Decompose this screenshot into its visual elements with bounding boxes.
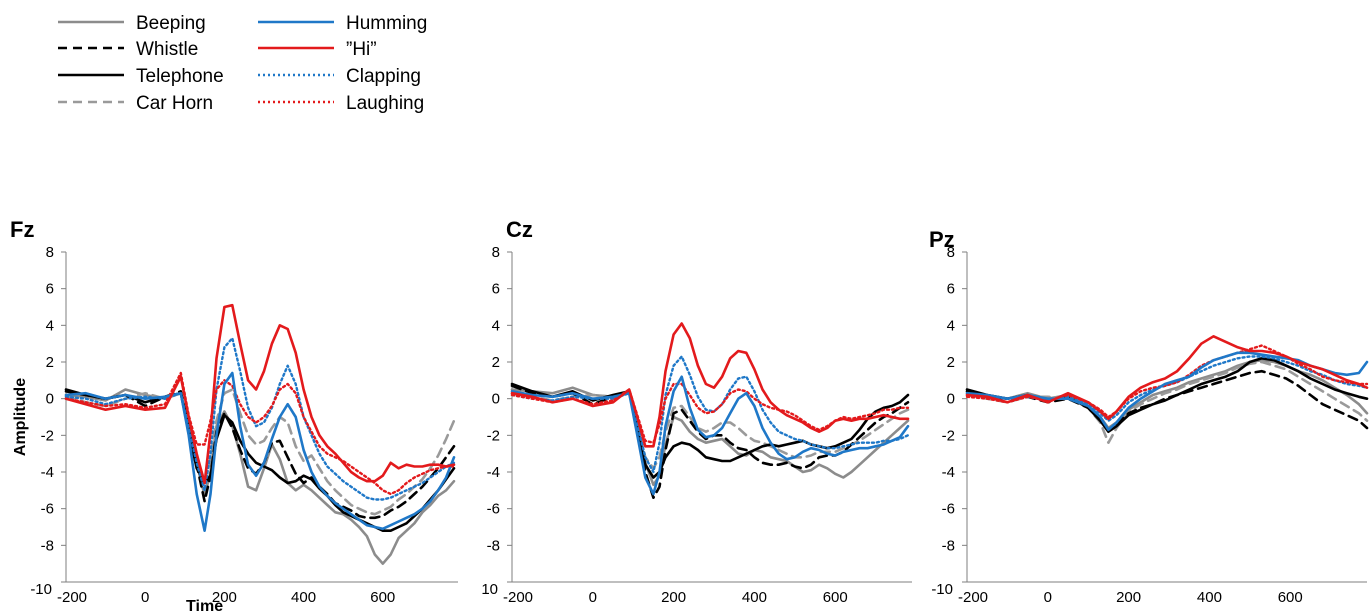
- legend-item-telephone-label: Telephone: [136, 66, 224, 87]
- fz-y-tick-label: 4: [46, 317, 54, 334]
- fz-y-tick-label: 8: [46, 244, 54, 261]
- chart-fz: Fz -10 -8 -6 -4 -2 0 2 4 6 8 -200 0 200 400 600 Amplitud…: [10, 217, 458, 612]
- fz-x-tick-label: 0: [141, 589, 149, 606]
- fz-y-tick-label: -4: [41, 464, 54, 481]
- pz-series-clapping: [965, 355, 1369, 422]
- cz-y-tick-label: -6: [487, 501, 500, 518]
- chart-pz: Pz -10 -8 -6 -4 -2 0 2 4 6 8 -200 0 200 400 600: [929, 227, 1369, 606]
- cz-y-tick-label: -4: [487, 464, 500, 481]
- fz-x-tick-label: 200: [212, 589, 237, 606]
- fz-series-humming: [64, 371, 456, 533]
- legend-item-whistle-label: Whistle: [136, 39, 198, 60]
- pz-x-tick-label: -200: [958, 589, 988, 606]
- fz-y-tick-label: -2: [41, 427, 54, 444]
- fz-series-car-horn: [64, 388, 456, 516]
- cz-x-tick-label: 600: [823, 589, 848, 606]
- legend-item-car-horn-label: Car Horn: [136, 93, 213, 114]
- pz-x-tick-label: 0: [1044, 589, 1052, 606]
- fz-series-whistle: [64, 390, 456, 520]
- legend-item-clapping-label: Clapping: [346, 66, 421, 87]
- cz-y-tick-label: 10: [481, 581, 498, 598]
- fz-y-tick-label: 2: [46, 354, 54, 371]
- cz-y-tick-label: 6: [492, 281, 500, 298]
- cz-x-tick-label: 400: [742, 589, 767, 606]
- pz-y-tick-label: 2: [947, 354, 955, 371]
- chart-cz: Cz 10 -8 -6 -4 -2 0 2 4 6 8 -200 0 200 400 600: [481, 217, 912, 606]
- fz-y-tick-label: -6: [41, 501, 54, 518]
- pz-y-tick-label: -6: [942, 501, 955, 518]
- cz-y-tick-label: -8: [487, 537, 500, 554]
- cz-panel-title: Cz: [506, 217, 533, 242]
- pz-series-laughing: [965, 344, 1369, 419]
- legend-item-beeping-label: Beeping: [136, 13, 206, 34]
- pz-series-hi: [965, 335, 1369, 421]
- pz-y-tick-label: 4: [947, 317, 955, 334]
- fz-y-tick-label: -8: [41, 537, 54, 554]
- cz-x-tick-label: -200: [503, 589, 533, 606]
- cz-y-tick-label: 2: [492, 354, 500, 371]
- cz-series-clapping: [510, 355, 910, 474]
- pz-x-tick-label: 400: [1197, 589, 1222, 606]
- legend: Beeping Whistle Telephone Car Horn Humming ”H…: [58, 13, 427, 114]
- cz-series-hi: [510, 322, 910, 448]
- pz-x-tick-label: 200: [1116, 589, 1141, 606]
- fz-panel-title: Fz: [10, 217, 34, 242]
- pz-series-whistle: [965, 369, 1369, 432]
- fz-x-tick-label: -200: [57, 589, 87, 606]
- fz-y-tick-label: -10: [30, 581, 52, 598]
- pz-y-tick-label: 6: [947, 281, 955, 298]
- cz-series-humming: [510, 375, 910, 496]
- legend-item-hi-label: ”Hi”: [346, 39, 377, 60]
- pz-y-tick-label: 0: [947, 391, 955, 408]
- fz-y-tick-label: 6: [46, 281, 54, 298]
- fz-series-beeping: [64, 388, 456, 566]
- pz-y-tick-label: -8: [942, 537, 955, 554]
- legend-item-humming-label: Humming: [346, 13, 427, 34]
- pz-panel-title: Pz: [929, 227, 955, 252]
- cz-y-tick-label: 8: [492, 244, 500, 261]
- cz-x-tick-label: 0: [589, 589, 597, 606]
- pz-y-tick-label: -4: [942, 464, 955, 481]
- fz-x-axis-title: Time: [186, 598, 223, 612]
- pz-y-tick-label: 8: [947, 244, 955, 261]
- cz-x-tick-label: 200: [661, 589, 686, 606]
- pz-series-beeping: [965, 358, 1369, 430]
- pz-series-car-horn: [965, 360, 1369, 444]
- fz-series-telephone: [64, 388, 456, 533]
- legend-item-laughing-label: Laughing: [346, 93, 424, 114]
- fz-series-hi: [64, 303, 456, 485]
- fz-y-tick-label: 0: [46, 391, 54, 408]
- cz-y-tick-label: 4: [492, 317, 500, 334]
- fz-y-axis-title: Amplitude: [12, 378, 29, 456]
- pz-y-tick-label: -10: [931, 581, 953, 598]
- pz-y-tick-label: -2: [942, 427, 955, 444]
- pz-x-tick-label: 600: [1278, 589, 1303, 606]
- cz-y-tick-label: 0: [492, 391, 500, 408]
- cz-y-tick-label: -2: [487, 427, 500, 444]
- fz-x-tick-label: 400: [291, 589, 316, 606]
- fz-x-tick-label: 600: [370, 589, 395, 606]
